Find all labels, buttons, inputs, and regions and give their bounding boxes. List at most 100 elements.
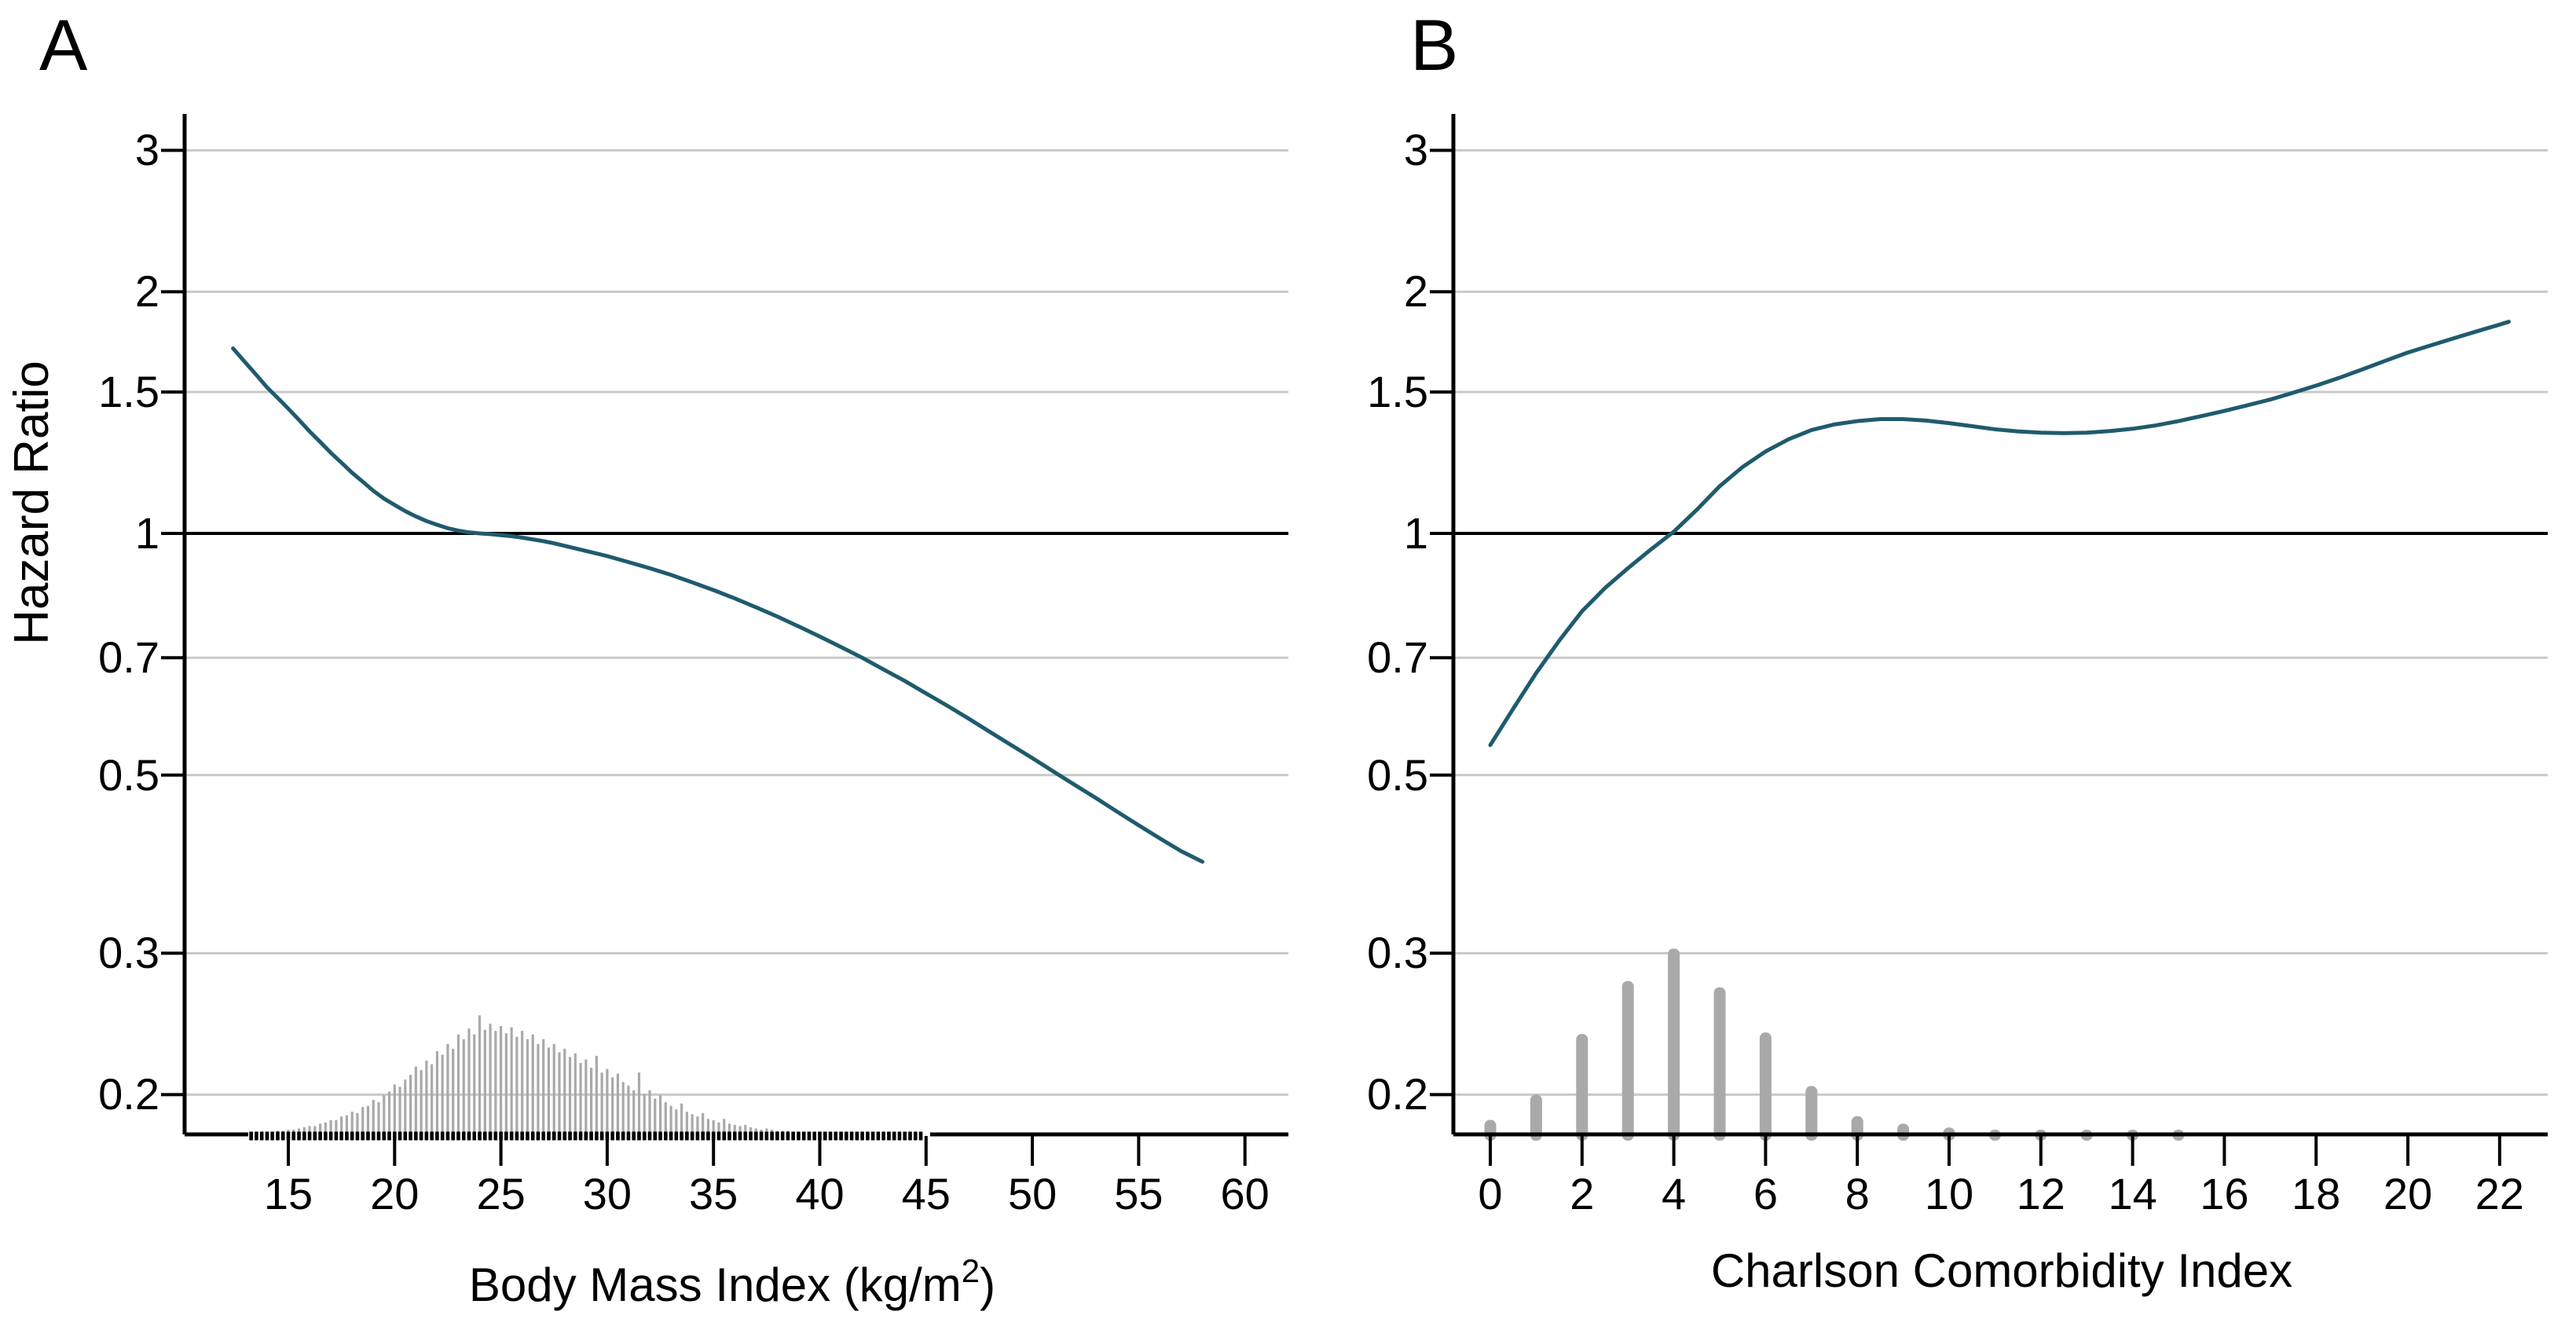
histogram-bar xyxy=(366,1105,370,1134)
rug-mark xyxy=(903,1131,907,1141)
rug-mark xyxy=(547,1131,551,1141)
rug-mark xyxy=(478,1131,482,1141)
rug-mark xyxy=(828,1131,833,1141)
histogram-bar xyxy=(627,1085,630,1134)
rug-mark xyxy=(430,1131,434,1141)
rug-mark xyxy=(727,1131,731,1141)
rug-mark xyxy=(371,1131,376,1141)
x-tick-label: 8 xyxy=(1845,1169,1870,1218)
histogram-bar xyxy=(409,1075,412,1134)
rug-mark xyxy=(823,1131,827,1141)
rug-mark xyxy=(849,1131,854,1141)
rug-mark xyxy=(509,1131,514,1141)
rug-mark xyxy=(488,1131,493,1141)
x-tick-label: 20 xyxy=(2383,1169,2433,1218)
y-tick-label: 0.2 xyxy=(1367,1069,1428,1119)
rug-mark xyxy=(706,1131,710,1141)
histogram-bar xyxy=(521,1031,524,1134)
histogram-bar xyxy=(537,1043,540,1134)
rug-mark xyxy=(280,1131,285,1141)
histogram-bar xyxy=(643,1094,646,1134)
hazard-curve-b xyxy=(1488,320,2511,747)
rug-mark xyxy=(328,1131,333,1141)
rug-mark xyxy=(791,1131,795,1141)
x-tick-label: 40 xyxy=(795,1169,845,1218)
x-axis-title-bmi-text: Body Mass Index (kg/m xyxy=(468,1259,962,1311)
histogram-bar xyxy=(595,1056,598,1134)
rug-mark xyxy=(870,1131,875,1141)
histogram-bar xyxy=(302,1127,306,1134)
rug-mark xyxy=(414,1131,418,1141)
histogram-bar xyxy=(414,1066,417,1134)
y-tick-label: 0.5 xyxy=(1367,749,1428,800)
histogram-bar xyxy=(377,1102,380,1134)
rug-mark xyxy=(897,1131,902,1141)
histogram-bar xyxy=(568,1057,572,1134)
histogram-bar xyxy=(324,1122,327,1134)
histogram-bar xyxy=(637,1072,641,1134)
x-tick-label: 12 xyxy=(2016,1169,2065,1218)
y-tick-label: 2 xyxy=(1403,266,1428,317)
histogram-bar xyxy=(664,1102,667,1134)
histogram-bar xyxy=(1897,1123,1910,1141)
rug-mark xyxy=(780,1131,785,1141)
histogram-bar xyxy=(547,1047,551,1134)
histogram-bar xyxy=(489,1024,492,1134)
rug-mark xyxy=(265,1131,269,1141)
rug-mark xyxy=(318,1131,322,1141)
histogram-bar xyxy=(1576,1034,1588,1141)
histogram-bar xyxy=(420,1070,423,1134)
histogram-bar xyxy=(611,1077,614,1134)
histogram-bar xyxy=(318,1123,322,1134)
rug-mark xyxy=(722,1131,727,1141)
histogram-bar xyxy=(335,1119,338,1134)
rug-mark xyxy=(589,1131,593,1141)
histogram-bar xyxy=(329,1119,332,1134)
rug-mark xyxy=(770,1131,774,1141)
x-tick-label: 35 xyxy=(689,1169,738,1218)
rug-mark xyxy=(398,1131,402,1141)
histogram-bar xyxy=(590,1068,593,1134)
y-tick-label: 3 xyxy=(1403,125,1428,175)
rug-mark xyxy=(632,1131,636,1141)
histogram-bar xyxy=(648,1090,651,1134)
y-tick-label: 0.2 xyxy=(98,1069,159,1119)
rug-mark xyxy=(291,1131,296,1141)
histogram-bar xyxy=(1668,948,1680,1141)
rug-mark xyxy=(749,1131,753,1141)
rug-mark xyxy=(653,1131,658,1141)
x-tick-label: 55 xyxy=(1114,1169,1163,1218)
rug-mark xyxy=(786,1131,790,1141)
histogram-bar xyxy=(297,1128,301,1134)
rug-mark xyxy=(669,1131,673,1141)
y-tick-label: 1.5 xyxy=(1367,367,1428,417)
rug-mark xyxy=(339,1131,343,1141)
histogram-bar xyxy=(675,1109,678,1134)
histogram-bar xyxy=(1621,980,1634,1141)
histogram-bar xyxy=(632,1090,636,1134)
x-tick-label: 18 xyxy=(2292,1169,2341,1218)
rug-mark xyxy=(440,1131,445,1141)
histogram-bar xyxy=(340,1116,343,1134)
x-axis-title-bmi: Body Mass Index (kg/m2) xyxy=(469,1243,995,1314)
histogram-bar xyxy=(573,1053,577,1134)
rug-mark xyxy=(887,1131,891,1141)
y-tick-label: 0.5 xyxy=(98,749,159,800)
rug-mark xyxy=(526,1131,529,1141)
histogram-bar xyxy=(669,1105,672,1134)
rug-mark xyxy=(536,1131,540,1141)
rug-mark xyxy=(595,1131,599,1141)
rug-mark xyxy=(584,1131,588,1141)
histogram-bar xyxy=(1713,987,1726,1141)
rug-mark xyxy=(451,1131,456,1141)
y-tick-label: 1.5 xyxy=(98,367,159,417)
histogram-bar xyxy=(387,1091,391,1134)
histogram-bar xyxy=(431,1064,434,1134)
histogram-bar xyxy=(383,1095,386,1134)
rug-mark xyxy=(467,1131,471,1141)
y-tick-label: 2 xyxy=(134,266,159,317)
histogram-bar xyxy=(723,1119,726,1134)
rug-mark xyxy=(664,1131,668,1141)
